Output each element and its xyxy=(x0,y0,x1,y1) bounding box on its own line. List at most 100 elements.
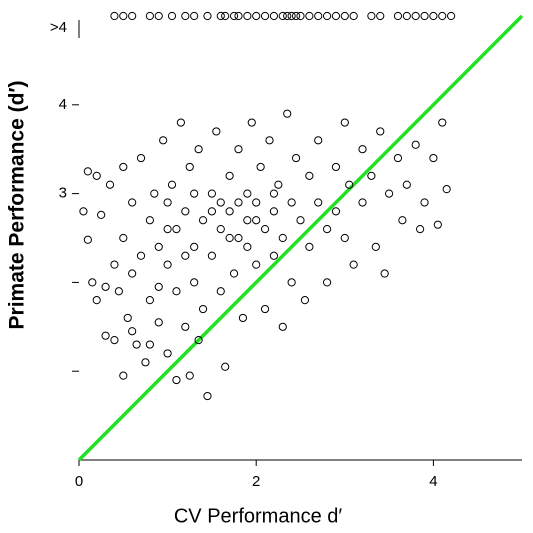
overflow-point xyxy=(411,11,420,21)
data-point xyxy=(269,251,279,260)
data-point xyxy=(269,189,279,198)
data-point xyxy=(234,198,243,207)
overflow-point xyxy=(119,11,128,21)
overflow-point xyxy=(234,11,243,21)
data-point xyxy=(283,109,292,118)
data-point xyxy=(172,225,181,234)
data-point xyxy=(216,287,225,296)
data-point xyxy=(238,313,248,323)
data-point xyxy=(402,180,411,189)
data-point xyxy=(145,340,154,349)
data-point xyxy=(265,136,274,145)
y-tick-label: 3 xyxy=(59,185,67,202)
overflow-point xyxy=(349,11,358,21)
overflow-point xyxy=(269,11,279,21)
overflow-point xyxy=(190,11,199,21)
overflow-point xyxy=(331,11,341,21)
data-point xyxy=(128,198,137,207)
data-point xyxy=(287,198,296,207)
overflow-point xyxy=(252,11,261,21)
data-point xyxy=(349,260,358,269)
data-point xyxy=(110,260,119,269)
data-point xyxy=(225,233,234,243)
data-point xyxy=(331,207,341,216)
data-point xyxy=(163,349,172,358)
data-point xyxy=(119,233,128,243)
overflow-point xyxy=(296,11,305,21)
data-point xyxy=(154,282,163,291)
data-point xyxy=(243,216,252,225)
data-point xyxy=(260,304,270,314)
overflow-point xyxy=(145,11,154,21)
data-point xyxy=(203,391,212,401)
data-point xyxy=(97,210,106,220)
data-point xyxy=(278,233,287,243)
data-point xyxy=(433,220,442,229)
overflow-point xyxy=(167,11,177,21)
data-point xyxy=(163,225,172,234)
overflow-point xyxy=(221,11,230,21)
data-point xyxy=(172,287,181,296)
data-point xyxy=(256,162,265,172)
data-point xyxy=(212,127,221,136)
overflow-point xyxy=(402,11,411,21)
overflow-point xyxy=(260,11,270,21)
data-point xyxy=(181,322,190,331)
overflow-point xyxy=(287,11,296,21)
data-point xyxy=(154,318,163,327)
overflow-point xyxy=(154,11,163,21)
data-point xyxy=(314,198,323,207)
data-point xyxy=(438,118,447,127)
x-tick-label: 2 xyxy=(252,473,260,490)
data-point xyxy=(136,153,146,163)
data-point xyxy=(358,145,367,154)
data-point xyxy=(141,358,150,367)
data-point xyxy=(225,171,234,180)
data-point xyxy=(398,216,407,225)
data-point xyxy=(181,207,190,216)
data-point xyxy=(198,216,208,225)
data-point xyxy=(442,185,451,194)
data-point xyxy=(234,233,243,243)
overflow-point xyxy=(278,11,287,21)
data-point xyxy=(190,242,199,251)
overflow-point xyxy=(367,11,376,21)
data-point xyxy=(234,145,243,154)
data-point xyxy=(247,118,256,127)
data-point xyxy=(92,171,101,180)
data-point xyxy=(216,198,225,207)
data-point xyxy=(136,251,146,260)
data-point xyxy=(420,198,429,207)
data-point xyxy=(145,296,154,305)
data-point xyxy=(216,225,225,234)
data-point xyxy=(385,189,394,198)
overflow-point xyxy=(393,11,403,21)
data-point xyxy=(322,278,332,287)
data-point xyxy=(145,216,154,225)
y-tick-label: 4 xyxy=(59,96,67,113)
data-point xyxy=(150,189,159,198)
overflow-point xyxy=(340,11,349,21)
data-point xyxy=(185,162,194,172)
data-point xyxy=(416,225,425,234)
data-point xyxy=(278,322,287,331)
data-point xyxy=(185,371,194,380)
data-point xyxy=(331,162,341,172)
data-point xyxy=(358,198,367,207)
overflow-point xyxy=(438,11,447,21)
data-point xyxy=(128,269,137,278)
data-point xyxy=(229,269,239,278)
data-point xyxy=(194,145,203,154)
data-point xyxy=(105,180,115,189)
data-point xyxy=(380,269,389,278)
data-point xyxy=(88,278,97,287)
data-point xyxy=(243,189,252,198)
data-point xyxy=(225,207,234,216)
data-point xyxy=(221,362,230,371)
overflow-point xyxy=(110,11,119,21)
data-point xyxy=(207,207,216,216)
overflow-point xyxy=(181,11,190,21)
data-point xyxy=(176,118,185,127)
data-point xyxy=(132,340,141,349)
